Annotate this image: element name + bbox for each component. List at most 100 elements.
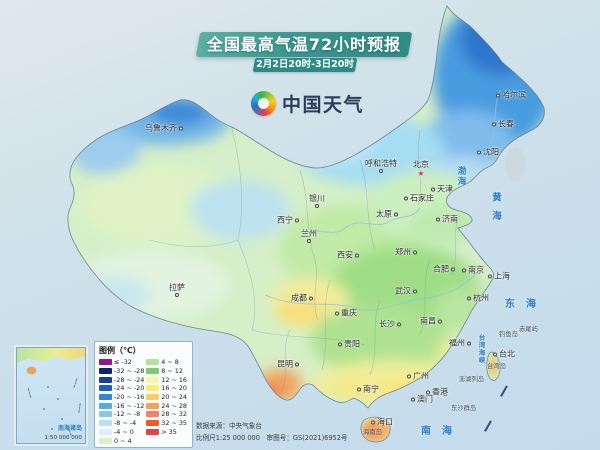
city-name: 南宁 <box>363 384 379 394</box>
legend-range-label: -16 ~ -12 <box>114 401 145 410</box>
city-name: 西宁 <box>277 215 293 225</box>
legend-swatch <box>99 385 112 392</box>
city-dot-icon <box>295 218 299 222</box>
city-dot-icon <box>404 196 408 200</box>
legend-swatch <box>146 411 160 418</box>
legend-row: 20 ~ 24 <box>146 393 189 402</box>
inset-label: 南海诸岛 <box>57 425 82 432</box>
city-label: 香港 <box>426 387 448 398</box>
legend-row: 8 ~ 12 <box>146 367 189 376</box>
sea-label: 台湾海峡 <box>477 334 485 364</box>
city-name: 海口 <box>377 417 393 427</box>
legend-columns: ≤ -32 -32 ~ -28 -28 ~ -24 -24 ~ -20 -20 ~ -1… <box>99 358 189 445</box>
city-label: 银川 <box>309 193 325 208</box>
legend-range-label: -24 ~ -20 <box>114 384 145 393</box>
city-name: 上海 <box>494 271 510 281</box>
legend-row: 4 ~ 8 <box>146 358 189 367</box>
city-dot-icon <box>493 352 497 356</box>
city-label: 广州 <box>407 371 429 382</box>
legend-range-label: 8 ~ 12 <box>161 367 183 376</box>
legend-swatch <box>146 376 160 383</box>
city-label: 澳门 <box>411 394 433 405</box>
city-label: 太原 <box>376 209 398 220</box>
legend-swatch <box>99 411 112 418</box>
city-dot-icon <box>496 93 500 97</box>
legend-range-label: 24 ~ 28 <box>161 401 187 410</box>
legend-row: -16 ~ -12 <box>99 401 144 410</box>
city-name: 长沙 <box>379 319 395 329</box>
city-name: 澳门 <box>417 394 433 404</box>
city-dot-icon <box>179 126 183 130</box>
pinwheel-icon <box>251 91 276 116</box>
city-label: 长春 <box>492 119 514 130</box>
legend-row: 24 ~ 28 <box>146 401 189 410</box>
city-dot-icon <box>413 250 417 254</box>
city-dot-icon <box>371 420 375 424</box>
legend-range-label: 32 ~ 35 <box>161 419 187 428</box>
forecast-period: 2月2日20时-3日20时 <box>256 59 354 70</box>
legend-range-label: 0 ~ 4 <box>114 436 132 445</box>
island-label: 东沙群岛 <box>451 405 477 412</box>
legend-swatch <box>146 394 160 401</box>
city-name: 哈尔滨 <box>502 90 526 100</box>
city-label: 西宁 <box>277 215 299 226</box>
legend-column-left: ≤ -32 -32 ~ -28 -28 ~ -24 -24 ~ -20 -20 ~ -1… <box>99 358 144 445</box>
city-name: 西安 <box>337 250 353 260</box>
legend-range-label: ≤ -32 <box>114 358 132 367</box>
island-dot <box>47 386 49 388</box>
city-name: 杭州 <box>473 293 489 303</box>
inset-hainan-island <box>27 367 36 374</box>
city-name: 兰州 <box>301 229 317 238</box>
city-name: 郑州 <box>395 247 411 257</box>
legend-swatch <box>146 420 160 427</box>
city-label: 昆明 <box>277 359 299 370</box>
city-name: 昆明 <box>277 359 293 369</box>
island-dot <box>43 408 45 410</box>
city-label: 石家庄 <box>404 193 434 204</box>
island-label: 澎湖列岛 <box>459 376 485 383</box>
city-dot-icon <box>426 390 430 394</box>
island-dot <box>57 398 59 400</box>
city-dot-icon <box>175 293 179 297</box>
inset-dash-line <box>73 378 78 388</box>
city-dot-icon <box>355 253 359 257</box>
legend-row: -32 ~ -28 <box>99 367 144 376</box>
city-name: 贵阳 <box>344 339 360 349</box>
city-label: 兰州 <box>301 228 317 243</box>
city-dot-icon <box>467 341 471 345</box>
island-label: 台湾岛 <box>487 363 506 370</box>
legend-panel: 图例（℃） ≤ -32 -32 ~ -28 -28 ~ -24 -24 ~ -20 -2… <box>94 341 193 448</box>
legend-swatch <box>146 385 160 392</box>
sea-label: 东海 <box>505 299 547 310</box>
city-dot-icon <box>315 204 319 208</box>
legend-swatch <box>146 402 160 409</box>
city-name: 银川 <box>309 194 325 203</box>
legend-row: -12 ~ -8 <box>99 410 144 419</box>
city-label: 海口 <box>371 417 393 428</box>
legend-swatch <box>146 428 160 435</box>
city-dot-icon <box>357 387 361 391</box>
subtitle-banner: 2月2日20时-3日20时 <box>254 58 356 72</box>
inset-scale: 1:50 000 000 <box>44 435 82 441</box>
legend-row: -8 ~ -4 <box>99 419 144 428</box>
city-name: 合肥 <box>433 264 449 274</box>
city-label: 济南 <box>436 214 458 225</box>
city-dot-icon <box>309 296 313 300</box>
city-label: 重庆 <box>335 308 357 319</box>
city-dot-icon <box>394 212 398 216</box>
legend-swatch <box>99 394 112 401</box>
city-name: 乌鲁木齐 <box>145 123 177 133</box>
city-label: 成都 <box>291 293 313 304</box>
data-source-text: 数据来源：中央气象台 <box>196 422 262 430</box>
legend-row: -20 ~ -16 <box>99 393 144 402</box>
city-name: 石家庄 <box>410 193 434 203</box>
city-label: 北京 ★ <box>413 159 429 178</box>
legend-range-label: > 35 <box>161 427 177 436</box>
sea-label: 黄海 <box>490 192 501 229</box>
city-dot-icon <box>488 274 492 278</box>
city-name: 沈阳 <box>483 147 499 157</box>
city-dot-icon <box>462 268 466 272</box>
legend-range-label: 20 ~ 24 <box>161 393 187 402</box>
